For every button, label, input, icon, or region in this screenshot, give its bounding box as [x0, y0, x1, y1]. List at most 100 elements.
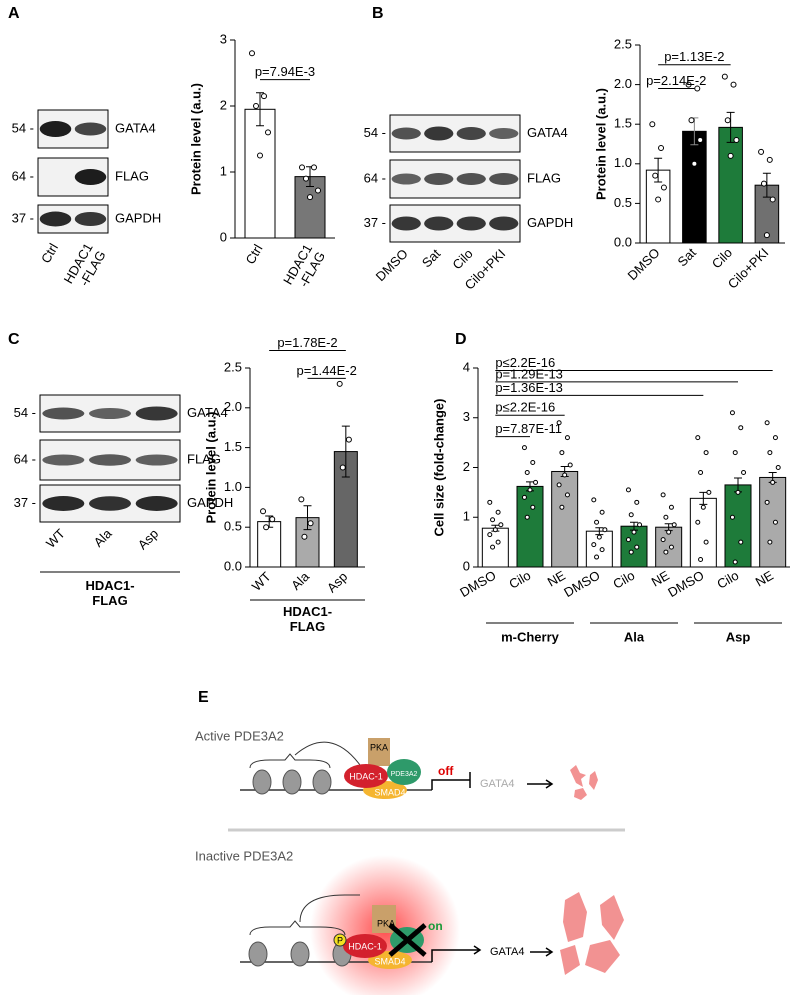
data-point: [760, 180, 767, 187]
group-label: Ala: [624, 629, 645, 644]
data-point: [339, 464, 346, 471]
blot-band: [39, 121, 72, 137]
data-point: [634, 499, 640, 505]
data-point: [688, 117, 695, 124]
data-point: [668, 544, 674, 550]
smad4-label: SMAD4: [374, 956, 405, 966]
y-axis-label: Protein level (a.u.): [203, 412, 218, 524]
protein-label: GATA4: [527, 125, 568, 140]
blot-band: [489, 173, 519, 185]
data-point: [249, 50, 255, 57]
blot-band: [39, 211, 72, 227]
x-tick-label: Cilo: [714, 568, 741, 592]
data-point: [625, 487, 631, 493]
scheme-active: Active PDE3A2 PKA SMAD4 HDAC-1 PDE3A2 of…: [195, 728, 598, 800]
panel-letter: E: [198, 689, 209, 706]
data-point: [700, 504, 706, 510]
group-label: HDAC1-FLAG: [85, 578, 134, 608]
data-point: [764, 420, 770, 426]
data-point: [655, 196, 662, 203]
y-tick-label: 0.0: [224, 558, 242, 573]
data-point: [599, 509, 605, 515]
error-bar: [303, 505, 312, 531]
blot-band: [391, 173, 421, 185]
data-point: [594, 519, 600, 525]
data-point: [695, 519, 701, 525]
marker-label: 64 -: [12, 168, 34, 183]
phospho-label: P: [337, 935, 343, 945]
hdac-label: HDAC-1: [348, 941, 382, 951]
group-label: Asp: [726, 629, 751, 644]
data-point: [594, 554, 600, 560]
y-tick-label: 2.5: [224, 359, 242, 374]
error-bar: [699, 491, 708, 505]
p-value: p=1.44E-2: [296, 363, 356, 378]
lane-label: Sat: [419, 246, 444, 271]
data-point: [559, 504, 565, 510]
data-point: [559, 450, 565, 456]
blot-band: [74, 169, 107, 185]
p-value: p=7.94E-3: [255, 64, 315, 79]
y-tick-label: 2.0: [224, 399, 242, 414]
state-label: off: [438, 764, 454, 778]
p-value: p=1.13E-2: [664, 49, 724, 64]
blot-band: [489, 128, 519, 139]
data-point: [263, 524, 270, 531]
blot-band: [42, 496, 85, 511]
panel-letter: C: [8, 331, 20, 348]
data-point: [303, 175, 309, 182]
data-point: [724, 117, 731, 124]
data-point: [345, 436, 352, 443]
bar: [244, 108, 276, 239]
error-bar: [762, 172, 771, 198]
data-point: [637, 522, 643, 528]
y-tick-label: 3: [463, 409, 470, 424]
data-point: [732, 450, 738, 456]
data-point: [764, 499, 770, 505]
data-point: [668, 504, 674, 510]
data-point: [727, 152, 734, 159]
blot-band: [489, 216, 519, 231]
data-point: [257, 152, 263, 159]
bar: [257, 521, 282, 568]
blot-band: [135, 496, 178, 511]
p-value: p≤2.2E-16: [495, 355, 555, 370]
data-point: [521, 445, 527, 451]
lane-label: WT: [43, 526, 68, 551]
data-point: [772, 435, 778, 441]
blot-band: [89, 496, 131, 511]
hdac: [344, 764, 388, 788]
data-point: [591, 497, 597, 503]
state-label: on: [428, 919, 443, 933]
error-bar: [256, 92, 264, 127]
data-point: [602, 527, 608, 533]
data-point: [495, 539, 501, 545]
y-tick-label: 2.5: [614, 36, 632, 51]
data-point: [307, 194, 313, 201]
y-tick-label: 1: [220, 163, 227, 178]
x-tick-label: Asp: [324, 569, 350, 595]
panel-letter: A: [8, 5, 20, 22]
y-tick-label: 1.0: [614, 155, 632, 170]
lane-label: Asp: [135, 526, 161, 552]
blot-band: [74, 122, 107, 136]
protein-label: GAPDH: [115, 210, 161, 225]
x-tick-label: DMSO: [624, 245, 662, 283]
data-point: [299, 164, 305, 171]
y-tick-label: 2: [463, 459, 470, 474]
bar: [481, 527, 509, 568]
y-tick-label: 2.0: [614, 76, 632, 91]
x-tick-label: NE: [753, 567, 776, 589]
scheme-inactive: Inactive PDE3A2 PKA SMAD4 HDAC-1 P on GA…: [195, 848, 624, 995]
bar: [551, 470, 579, 568]
lane-label: DMSO: [373, 246, 411, 284]
marker-label: 54 -: [14, 405, 36, 420]
data-point: [269, 516, 276, 523]
p-value: p≤2.2E-16: [495, 400, 555, 415]
pde3a2-label: PDE3A2: [391, 771, 418, 778]
data-point: [261, 93, 267, 100]
smad4-label: SMAD4: [374, 787, 405, 797]
data-point: [697, 137, 704, 144]
data-point: [671, 522, 677, 528]
